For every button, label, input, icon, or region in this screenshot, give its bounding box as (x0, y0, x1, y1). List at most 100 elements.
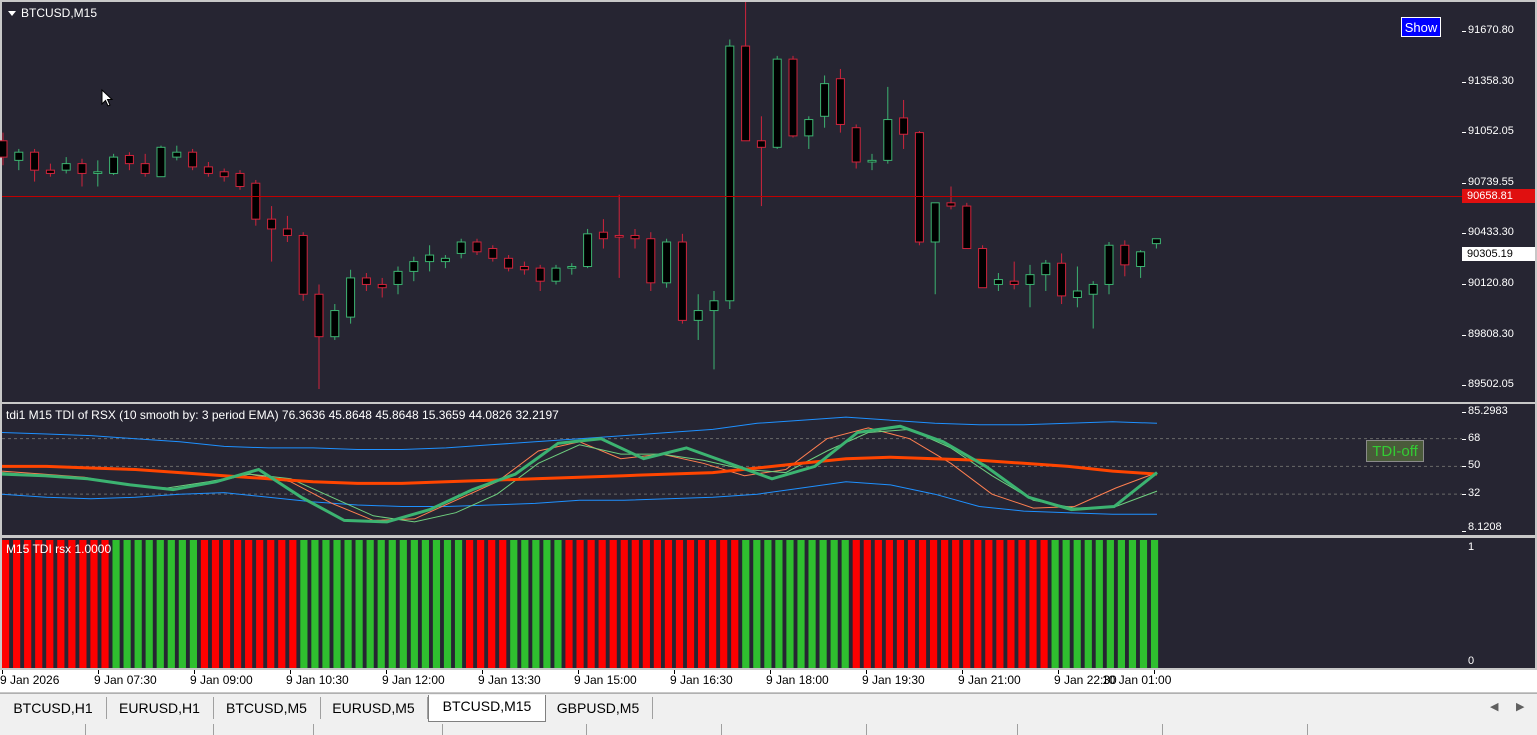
tdi-scale-label: 8.1208 (1468, 521, 1502, 533)
candle (741, 2, 751, 142)
rsx-bar (907, 540, 916, 668)
tdi-indicator-pane[interactable]: tdi1 M15 TDI of RSX (10 smooth by: 3 per… (1, 404, 1462, 535)
candle-body (741, 45, 751, 142)
status-separator (586, 724, 587, 735)
candle-body (251, 182, 261, 220)
price-tick-mark (1462, 335, 1466, 337)
rsx-bar (300, 540, 308, 668)
rsx-scale-label: 0 (1468, 655, 1475, 667)
price-tick-mark (1462, 132, 1466, 134)
rsx-bar (653, 540, 661, 668)
rsx-bar (101, 540, 109, 668)
candle-body (314, 293, 324, 338)
candle-body (867, 159, 877, 163)
candle (646, 232, 656, 291)
rsx-bar (808, 540, 816, 668)
rsx-bar (996, 540, 1004, 668)
candle (1041, 259, 1051, 291)
rsx-bar (841, 540, 849, 668)
price-axis-label: 90120.80 (1468, 277, 1514, 290)
candle-body (140, 163, 150, 174)
candle-body (535, 267, 545, 282)
show-button[interactable]: Show (1401, 17, 1441, 37)
candle-body (1072, 290, 1082, 299)
candle (709, 290, 719, 370)
rsx-bar (167, 540, 175, 668)
time-axis-label: 9 Jan 18:00 (766, 673, 829, 687)
time-tick-mark (770, 670, 771, 674)
candle (662, 238, 672, 288)
candle-body (756, 140, 766, 148)
candle (962, 202, 972, 250)
candle (1009, 261, 1019, 290)
rsx-bar (488, 540, 496, 668)
candle-body (1136, 251, 1146, 267)
rsx-bar (521, 540, 529, 668)
candle-body (1025, 274, 1035, 285)
rsx-bar (830, 540, 838, 668)
candle (298, 232, 308, 301)
rsx-bar (477, 540, 485, 668)
tdi-scale-label: 68 (1468, 431, 1481, 444)
tdi-tick-mark (1462, 412, 1466, 413)
time-axis-label: 9 Jan 15:00 (574, 673, 637, 687)
scroll-left-icon[interactable]: ◀ (1490, 701, 1499, 713)
scroll-right-icon[interactable]: ▶ (1516, 701, 1525, 713)
chart-tab[interactable]: BTCUSD,H1 (0, 697, 107, 719)
chart-symbol-title[interactable]: BTCUSD,M15 (8, 6, 97, 20)
rsx-bar (454, 540, 463, 668)
rsx-bar (1073, 540, 1081, 668)
candle-body (456, 241, 466, 254)
candle (409, 256, 419, 282)
rsx-bar (289, 540, 297, 668)
rsx-bar (377, 540, 385, 668)
rsx-bar (112, 540, 120, 668)
rsx-bar (532, 540, 540, 668)
time-axis-label: 9 Jan 22:30 (1054, 673, 1117, 687)
candle-body (788, 58, 798, 137)
candle-body (235, 172, 245, 187)
candle-body (203, 166, 213, 174)
price-axis-label: 89502.05 (1468, 378, 1514, 391)
time-axis-label: 9 Jan 19:30 (862, 673, 925, 687)
rsx-bar (189, 540, 197, 668)
price-axis-label: 91358.30 (1468, 75, 1514, 88)
candle-body (1104, 244, 1114, 285)
collapse-triangle-icon[interactable] (8, 11, 16, 17)
rsx-bar (642, 540, 650, 668)
rsx-bar (1040, 540, 1048, 668)
price-chart-pane[interactable]: BTCUSD,M15 Show (0, 2, 1462, 402)
candle (567, 263, 577, 275)
rsx-indicator-pane[interactable]: M15 TDI rsx 1.0000 (2, 538, 1462, 668)
candle (1151, 238, 1161, 249)
status-separator (213, 724, 214, 735)
tdi-off-button[interactable]: TDI-off (1366, 440, 1424, 462)
candle-body (282, 228, 292, 236)
chart-tab[interactable]: BTCUSD,M15 (428, 695, 546, 722)
chart-tab[interactable]: GBPUSD,M5 (544, 697, 653, 719)
rsx-bar (874, 540, 882, 668)
rsx-bar (90, 540, 98, 668)
candle (314, 284, 324, 389)
candle-body (693, 310, 703, 321)
candle-body (725, 45, 735, 302)
rsx-bar (234, 540, 242, 668)
rsx-bar (355, 540, 363, 668)
candle-body (330, 310, 340, 338)
price-axis[interactable]: 91670.80 91358.30 91052.05 90739.55 90433.30… (1462, 2, 1535, 402)
chart-tab[interactable]: EURUSD,M5 (320, 697, 428, 719)
chart-tab[interactable]: BTCUSD,M5 (213, 697, 321, 719)
candle (899, 99, 909, 149)
candlestick-chart[interactable] (0, 2, 1462, 402)
candle (725, 39, 735, 309)
rsx-bar (79, 540, 87, 668)
time-tick-mark (962, 670, 963, 674)
candle-body (267, 218, 277, 230)
time-axis-label: 9 Jan 10:30 (286, 673, 349, 687)
chart-tab[interactable]: EURUSD,H1 (106, 697, 214, 719)
candle (172, 145, 182, 161)
rsx-indicator-label: M15 TDI rsx 1.0000 (6, 542, 112, 556)
candle-body (472, 241, 482, 253)
candle (393, 266, 403, 295)
price-tick-mark (1462, 233, 1466, 235)
